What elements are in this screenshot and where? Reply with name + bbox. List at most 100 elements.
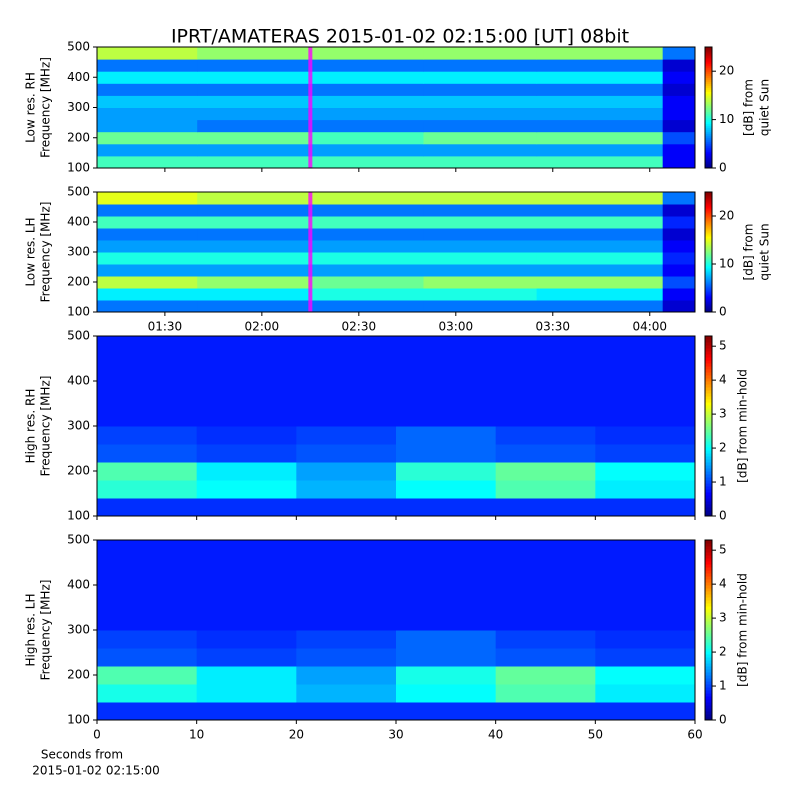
heatmap-cell — [296, 336, 397, 355]
colorbar-step — [705, 65, 712, 68]
colorbar-step — [705, 204, 712, 207]
colorbar-step — [705, 147, 712, 151]
heatmap-cell — [595, 354, 696, 373]
heatmap-cell — [423, 300, 538, 313]
colorbar-step — [705, 218, 712, 221]
colorbar-step — [705, 137, 712, 141]
colorbar-step — [705, 456, 712, 460]
colorbar-step — [705, 198, 712, 201]
colorbar-step — [705, 630, 712, 634]
colorbar-step — [705, 135, 712, 139]
heatmap-cell — [296, 540, 397, 559]
heatmap-cell — [423, 276, 538, 289]
y-tick-label: 200 — [67, 275, 90, 289]
colorbar-step — [705, 216, 712, 219]
colorbar-step — [705, 99, 712, 102]
heatmap-cell — [97, 540, 198, 559]
heatmap-cell — [536, 204, 664, 217]
heatmap-cell — [196, 390, 297, 409]
colorbar-step — [705, 206, 712, 209]
y-tick-label: 200 — [67, 130, 90, 144]
heatmap-cell — [296, 426, 397, 445]
heatmap-cell — [296, 498, 397, 517]
heatmap-cell — [396, 666, 497, 685]
colorbar-step — [705, 651, 712, 655]
x-tick-label: 60 — [687, 728, 702, 742]
heatmap-cell — [196, 462, 297, 481]
colorbar-step — [705, 280, 712, 283]
colorbar-step — [705, 462, 712, 466]
heatmap-cell — [662, 155, 696, 169]
colorbar-step — [705, 159, 712, 163]
colorbar-frame — [704, 539, 713, 721]
x-tick-label: 01:30 — [148, 320, 183, 334]
colorbar-step — [705, 663, 712, 667]
y-axis-label: Low res. LH — [24, 217, 38, 286]
heatmap-cell — [662, 95, 696, 108]
heatmap-cell — [423, 119, 538, 133]
x-axis-label: 2015-01-02 02:15:00 — [32, 764, 159, 778]
heatmap-cell — [662, 288, 696, 301]
colorbar-frame — [704, 191, 713, 313]
colorbar-label: quiet Sun — [758, 223, 772, 280]
heatmap-cell — [423, 288, 538, 301]
colorbar-step — [705, 684, 712, 688]
colorbar-step — [705, 194, 712, 197]
colorbar-step — [705, 139, 712, 143]
colorbar-step — [705, 585, 712, 589]
heatmap-cell — [495, 648, 596, 667]
colorbar-step — [705, 77, 712, 80]
colorbar-step — [705, 75, 712, 78]
colorbar-step — [705, 363, 712, 367]
colorbar-step — [705, 286, 712, 289]
colorbar-step — [705, 429, 712, 433]
heatmap-cell — [396, 480, 497, 499]
colorbar-step — [705, 618, 712, 622]
heatmap-cell — [296, 390, 397, 409]
heatmap-cell — [423, 71, 538, 84]
heatmap-cell — [536, 95, 664, 108]
heatmap-cell — [396, 408, 497, 427]
heatmap-cell — [196, 498, 297, 517]
colorbar-step — [705, 633, 712, 637]
heatmap-cell — [97, 47, 198, 60]
colorbar-frame — [704, 335, 713, 517]
heatmap-cell — [97, 702, 198, 721]
colorbar-tick-label: 5 — [719, 543, 727, 557]
colorbar-step — [705, 426, 712, 430]
heatmap-cell — [310, 228, 424, 241]
heatmap-cell — [396, 336, 497, 355]
heatmap-cell — [495, 426, 596, 445]
heatmap-cell — [196, 648, 297, 667]
colorbar-step — [705, 600, 712, 604]
heatmap-cell — [662, 143, 696, 157]
heatmap-cell — [296, 558, 397, 577]
colorbar-step — [705, 417, 712, 421]
heatmap-cell — [97, 462, 198, 481]
colorbar-step — [705, 258, 712, 261]
heatmap-cell — [296, 594, 397, 613]
heatmap-cell — [310, 107, 424, 121]
colorbar-step — [705, 91, 712, 94]
heatmap-cell — [396, 390, 497, 409]
heatmap-cell — [97, 107, 198, 121]
x-tick-label: 02:30 — [342, 320, 377, 334]
heatmap-cell — [97, 192, 198, 205]
heatmap-cell — [197, 228, 311, 241]
colorbar-step — [705, 645, 712, 649]
heatmap-cell — [296, 372, 397, 391]
heatmap-cell — [423, 204, 538, 217]
heatmap-cell — [196, 444, 297, 463]
colorbar-step — [705, 115, 712, 119]
heatmap-cell — [396, 576, 497, 595]
heatmap-cell — [595, 480, 696, 499]
colorbar-step — [705, 393, 712, 397]
colorbar-step — [705, 702, 712, 706]
colorbar-step — [705, 224, 712, 227]
heatmap-cell — [196, 336, 297, 355]
heatmap-cell — [495, 336, 596, 355]
colorbar-step — [705, 552, 712, 556]
colorbar-step — [705, 342, 712, 346]
colorbar-step — [705, 621, 712, 625]
colorbar-step — [705, 696, 712, 700]
